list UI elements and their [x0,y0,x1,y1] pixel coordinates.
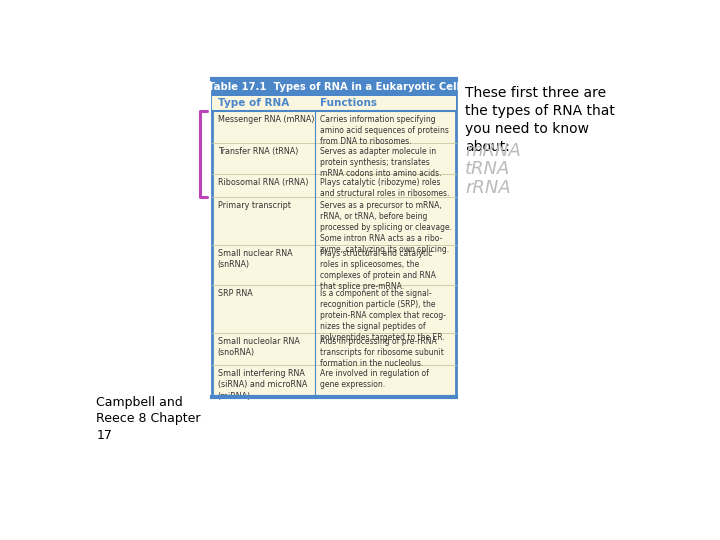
Text: SRP RNA: SRP RNA [218,289,253,298]
Text: Table 17.1  Types of RNA in a Eukaryotic Cell: Table 17.1 Types of RNA in a Eukaryotic … [208,82,460,92]
Text: Type of RNA: Type of RNA [218,98,289,109]
Text: tRNA: tRNA [465,160,510,178]
Text: Serves as a precursor to mRNA,
rRNA, or tRNA, before being
processed by splicing: Serves as a precursor to mRNA, rRNA, or … [320,201,452,254]
Text: Small nuclear RNA
(snRNA): Small nuclear RNA (snRNA) [218,249,292,269]
Text: Small interfering RNA
(siRNA) and microRNA
(miRNA): Small interfering RNA (siRNA) and microR… [218,369,307,401]
Text: Plays catalytic (ribozyme) roles
and structural roles in ribosomes.: Plays catalytic (ribozyme) roles and str… [320,178,449,198]
Bar [212,96,456,111]
Text: Primary transcript: Primary transcript [218,201,291,210]
Text: Is a component of the signal-
recognition particle (SRP), the
protein-RNA comple: Is a component of the signal- recognitio… [320,289,446,342]
Text: Small nucleolar RNA
(snoRNA): Small nucleolar RNA (snoRNA) [218,336,300,357]
Bar [212,79,456,397]
Text: Plays structural and catalytic
roles in spliceosomes, the
complexes of protein a: Plays structural and catalytic roles in … [320,249,436,291]
Text: Are involved in regulation of
gene expression.: Are involved in regulation of gene expre… [320,369,429,389]
Text: Functions: Functions [320,98,377,109]
Text: Aids in processing of pre-rRNA
transcripts for ribosome subunit
formation in the: Aids in processing of pre-rRNA transcrip… [320,336,444,368]
Text: Messenger RNA (mRNA): Messenger RNA (mRNA) [218,115,315,124]
Text: Serves as adapter molecule in
protein synthesis; translates
mRNA codons into ami: Serves as adapter molecule in protein sy… [320,147,441,178]
Text: mRNA: mRNA [465,142,521,160]
Bar [212,79,456,96]
Text: rRNA: rRNA [465,179,511,197]
Text: Ribosomal RNA (rRNA): Ribosomal RNA (rRNA) [218,178,308,187]
Text: Transfer RNA (tRNA): Transfer RNA (tRNA) [218,147,298,156]
Text: These first three are
the types of RNA that
you need to know
about:: These first three are the types of RNA t… [465,86,615,154]
Text: Campbell and
Reece 8 Chapter
17: Campbell and Reece 8 Chapter 17 [96,396,201,442]
Text: Carries information specifying
amino acid sequences of proteins
from DNA to ribo: Carries information specifying amino aci… [320,115,449,146]
